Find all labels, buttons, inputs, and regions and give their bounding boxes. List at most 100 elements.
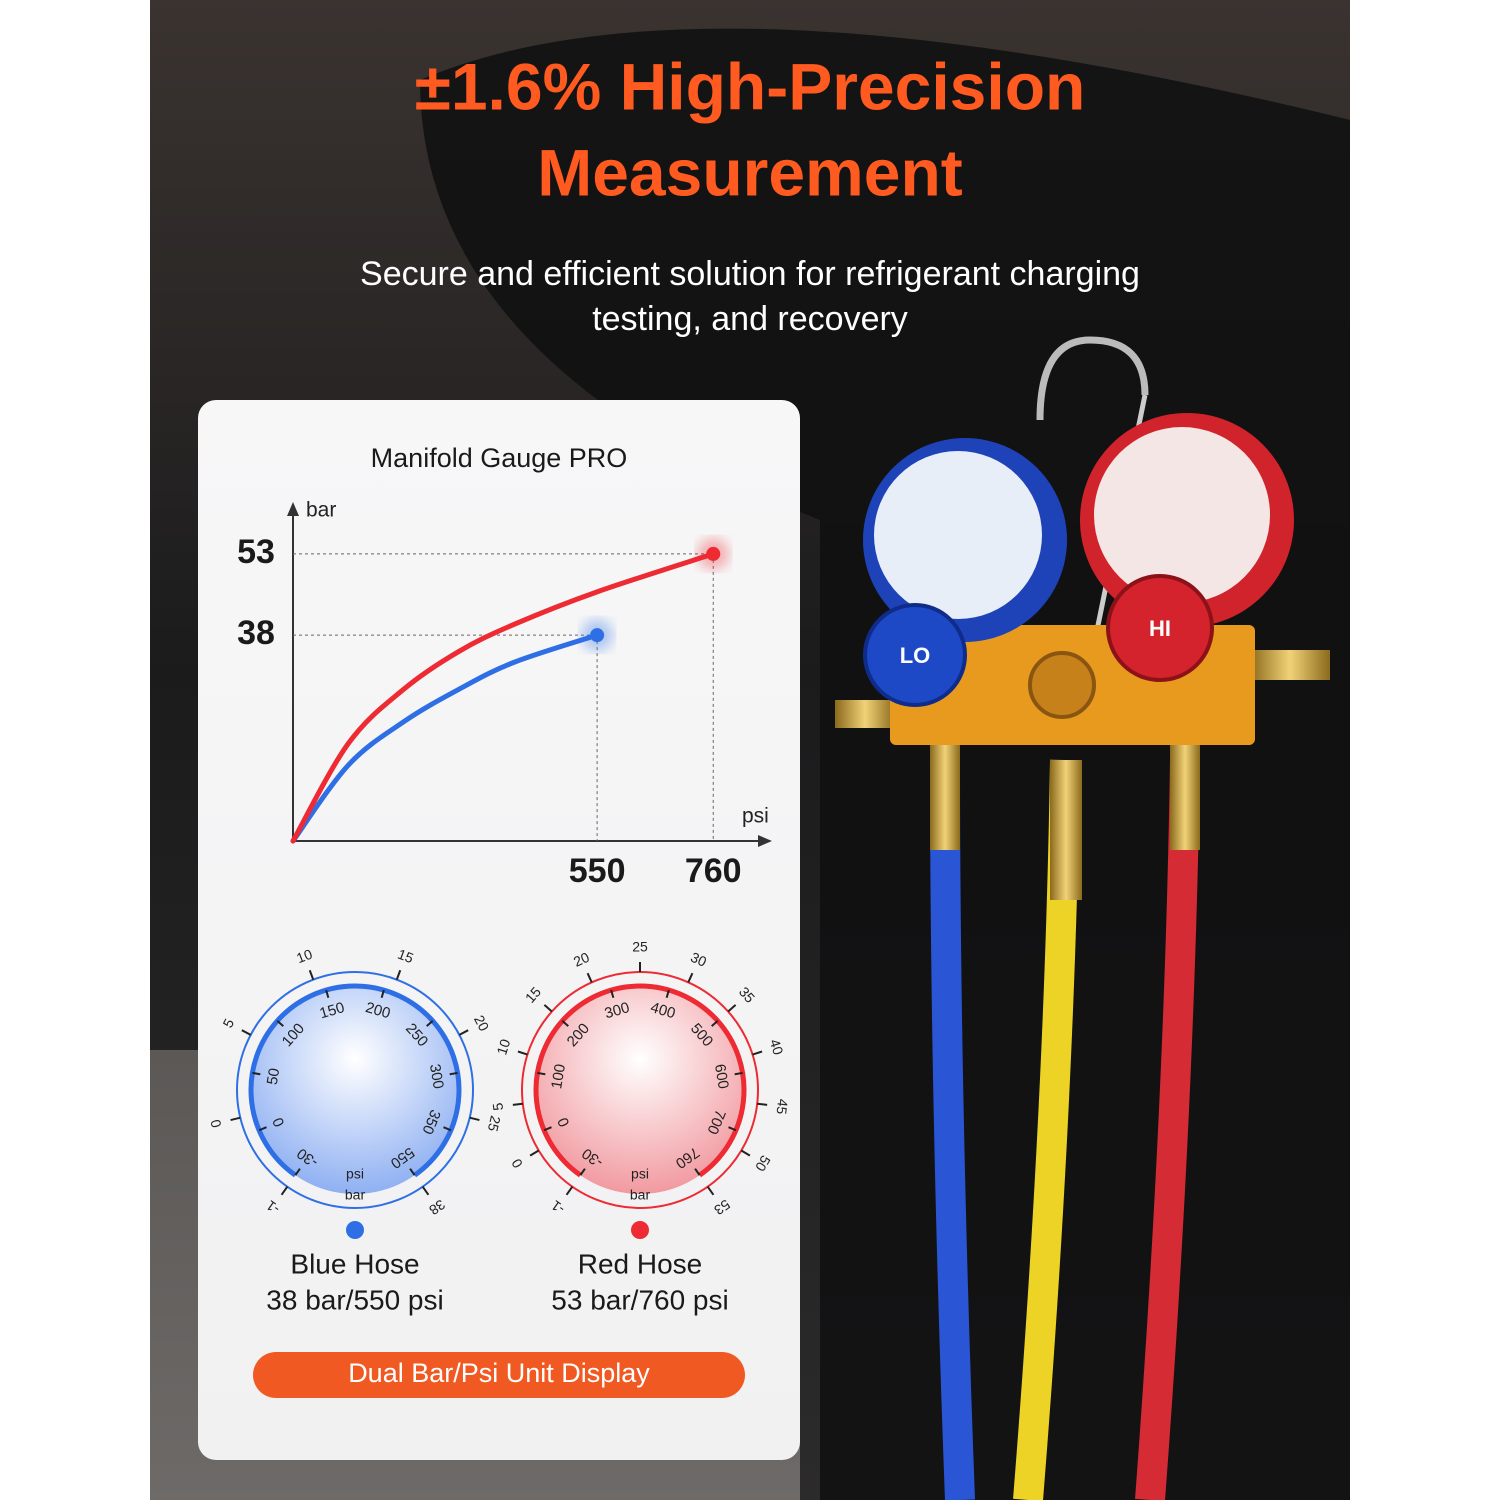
blue-hose bbox=[930, 759, 975, 1501]
gauge-tick bbox=[241, 1029, 252, 1036]
gauge-label: 40 bbox=[767, 1037, 787, 1057]
unit-label: psi bbox=[631, 1166, 649, 1182]
gauge-tick bbox=[561, 1020, 569, 1027]
y-tick-label: 53 bbox=[237, 533, 275, 571]
x-tick-label: 550 bbox=[569, 852, 626, 890]
headline: Measurement bbox=[537, 135, 963, 209]
x-tick-label: 760 bbox=[685, 852, 742, 890]
gauge-tick bbox=[610, 989, 615, 999]
gauge-label: 20 bbox=[471, 1012, 493, 1033]
gauge-tick bbox=[449, 1071, 458, 1076]
hi-knob bbox=[1106, 574, 1214, 682]
gauge-arc bbox=[533, 983, 747, 1178]
gauge-tick bbox=[757, 1102, 768, 1106]
x-axis-label: psi bbox=[742, 805, 769, 828]
fitting bbox=[930, 740, 960, 850]
gauge-label: 0 bbox=[207, 1118, 224, 1130]
y-tick-label: 38 bbox=[237, 614, 275, 652]
gauge-tick bbox=[665, 989, 670, 999]
series-line bbox=[290, 632, 600, 844]
gauge-tick bbox=[409, 1168, 416, 1176]
gauge-tick bbox=[565, 1186, 574, 1196]
gauge-tick bbox=[687, 972, 694, 983]
gauge-label: 300 bbox=[426, 1063, 447, 1090]
series-line bbox=[290, 551, 716, 844]
unit-label: bar bbox=[345, 1187, 366, 1203]
gauge-tick bbox=[711, 1020, 719, 1027]
fitting bbox=[835, 700, 895, 728]
gauge-label: 400 bbox=[649, 999, 678, 1022]
manifold-illustration: LO HI bbox=[835, 336, 1330, 1502]
gauge-face bbox=[251, 986, 459, 1194]
gauge-tick bbox=[543, 1126, 552, 1132]
knob-label: LO bbox=[900, 643, 931, 668]
gauge-label: 50 bbox=[264, 1067, 284, 1086]
gauge-label: 25 bbox=[632, 939, 648, 955]
legend-detail: 38 bar/550 psi bbox=[266, 1284, 443, 1315]
legend-name: Blue Hose bbox=[290, 1248, 419, 1279]
gauge-tick bbox=[586, 972, 593, 983]
gauge-tick bbox=[706, 1186, 715, 1196]
chart-title: Manifold Gauge PRO bbox=[371, 443, 628, 473]
gauge-tick bbox=[294, 1168, 301, 1176]
gauge-tick bbox=[469, 1116, 480, 1122]
axis-arrow bbox=[758, 835, 772, 847]
unit-label: psi bbox=[346, 1166, 364, 1182]
gauge-tick bbox=[258, 1126, 267, 1132]
lo-knob bbox=[863, 603, 967, 707]
subtitle: testing, and recovery bbox=[592, 300, 908, 338]
legend-detail: 53 bar/760 psi bbox=[551, 1284, 728, 1315]
gauge-tick bbox=[276, 1020, 284, 1027]
gauge-tick bbox=[421, 1186, 430, 1196]
gauge-tick bbox=[529, 1149, 540, 1157]
gauge-tick bbox=[443, 1126, 452, 1132]
gauge-tick bbox=[325, 989, 330, 999]
gauge-tick bbox=[380, 989, 385, 999]
red-gauge-face bbox=[1094, 427, 1270, 603]
gauge-arc bbox=[248, 983, 462, 1178]
gauge-tick bbox=[252, 1071, 261, 1076]
gauge-label: 5 bbox=[489, 1102, 506, 1112]
axis-arrow bbox=[287, 502, 299, 516]
info-card bbox=[198, 400, 800, 1460]
gauge-tick bbox=[517, 1050, 528, 1056]
gauge-tick bbox=[727, 1004, 737, 1013]
hook bbox=[1036, 336, 1149, 421]
end-point bbox=[706, 546, 721, 561]
gauge-tick bbox=[426, 1020, 434, 1027]
gauge-label: 100 bbox=[548, 1063, 569, 1090]
gauge-tick bbox=[395, 969, 402, 980]
end-point bbox=[590, 628, 605, 643]
unit-label: bar bbox=[630, 1187, 651, 1203]
fitting bbox=[1250, 650, 1330, 680]
gauge-label: 150 bbox=[318, 999, 347, 1022]
gauge-label: 30 bbox=[688, 949, 709, 970]
gauge-tick bbox=[537, 1071, 546, 1076]
legend-name: Red Hose bbox=[578, 1248, 703, 1279]
subtitle: Secure and efficient solution for refrig… bbox=[360, 255, 1140, 293]
gauge-tick bbox=[752, 1050, 763, 1056]
legend-dot bbox=[346, 1221, 364, 1239]
gauge-tick bbox=[543, 1004, 553, 1013]
gauge-tick bbox=[694, 1168, 701, 1176]
gauge-ring bbox=[236, 971, 474, 1209]
legend-dot bbox=[631, 1221, 649, 1239]
gauge-tick bbox=[512, 1102, 523, 1106]
gauge-tick bbox=[458, 1029, 469, 1036]
gauge-tick bbox=[740, 1149, 751, 1157]
gauge-tick bbox=[308, 969, 315, 980]
gauge-face bbox=[536, 986, 744, 1194]
feature-badge-text: Dual Bar/Psi Unit Display bbox=[348, 1358, 650, 1388]
gauge-tick bbox=[734, 1071, 743, 1076]
gauge-label: 10 bbox=[294, 946, 314, 967]
gauge-label: 50 bbox=[752, 1153, 774, 1175]
headline: ±1.6% High-Precision bbox=[415, 49, 1086, 123]
feature-badge bbox=[253, 1352, 745, 1398]
gauge-label: 25 bbox=[485, 1114, 504, 1133]
gauge-tick bbox=[230, 1116, 241, 1122]
fitting bbox=[1170, 740, 1200, 850]
car-trunk bbox=[420, 28, 1350, 1501]
gauge-label: 300 bbox=[603, 999, 632, 1022]
